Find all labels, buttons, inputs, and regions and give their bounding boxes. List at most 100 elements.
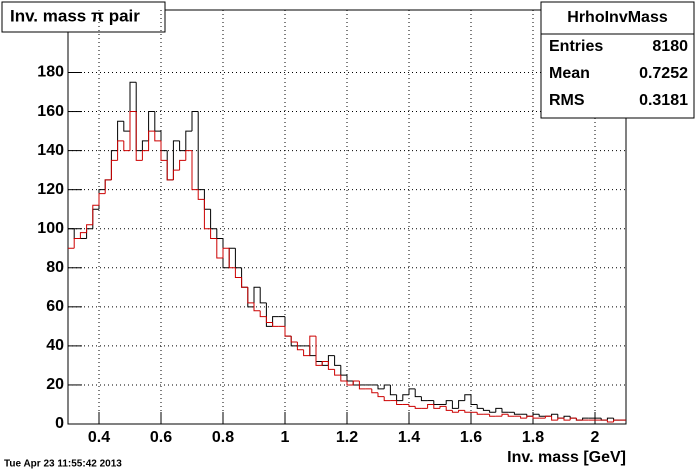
histogram-bin <box>303 349 310 357</box>
histogram-bin <box>445 400 453 405</box>
histogram-bin <box>110 159 118 180</box>
histogram-bin <box>334 369 341 376</box>
histogram-bin <box>513 412 521 415</box>
histogram-bin <box>172 169 180 180</box>
histogram-bin <box>433 404 440 409</box>
histogram-bin <box>284 326 292 337</box>
histogram-bin <box>160 140 168 161</box>
histogram-bin <box>222 247 230 259</box>
x-tick-label: 1 <box>281 429 290 446</box>
histogram-bin <box>203 199 211 230</box>
stats-label: Entries <box>549 38 603 55</box>
histogram-bin <box>482 408 490 411</box>
histogram-bin <box>179 140 186 152</box>
histogram-bin <box>414 388 422 398</box>
histogram-bin <box>141 150 149 161</box>
histogram-bin <box>141 140 149 151</box>
y-tick-label: 40 <box>46 337 64 354</box>
histogram-bin <box>439 405 447 409</box>
histogram-bin <box>253 302 261 312</box>
histogram-bin <box>464 394 471 401</box>
histogram-bin <box>135 111 143 161</box>
histogram-bin <box>538 414 546 417</box>
histogram-bin <box>458 409 465 413</box>
y-tick-label: 60 <box>46 298 64 315</box>
histogram-bin <box>507 414 515 417</box>
histogram-bin <box>569 417 577 421</box>
histogram-bin <box>234 267 242 279</box>
histogram-bin <box>191 111 199 132</box>
x-tick-label: 0.4 <box>88 429 110 446</box>
x-tick-label: 1.6 <box>460 429 482 446</box>
histogram-bin <box>73 237 81 249</box>
histogram-bin <box>340 375 347 382</box>
histogram-bin <box>241 277 248 288</box>
stats-box <box>540 1 695 119</box>
histogram-bin <box>197 189 205 200</box>
x-tick-label: 0.8 <box>212 429 234 446</box>
y-tick-label: 20 <box>46 376 64 393</box>
histogram-bin <box>191 150 199 191</box>
histogram-bin <box>606 420 614 423</box>
histogram-bin <box>104 179 112 194</box>
histogram-bin <box>476 404 484 409</box>
histogram-bin <box>185 150 192 161</box>
y-tick-label: 120 <box>37 181 64 198</box>
histogram-bin <box>334 355 341 366</box>
histogram-bin <box>346 381 354 386</box>
histogram-bin <box>123 121 130 132</box>
histogram-bin <box>259 310 267 318</box>
histogram-bin <box>451 400 459 409</box>
histogram-bin <box>321 361 329 366</box>
y-tick-label: 100 <box>37 220 64 237</box>
histogram-bin <box>265 316 273 323</box>
title-box <box>1 1 166 33</box>
histogram-bin <box>272 322 279 327</box>
chart-title: Inv. mass π pair <box>10 6 140 25</box>
histogram-bin <box>408 404 416 407</box>
histogram-bin <box>123 140 130 152</box>
histogram-bin <box>402 394 409 401</box>
x-axis-label: Inv. mass [GeV] <box>507 449 626 466</box>
x-tick-label: 1.8 <box>522 429 544 446</box>
histogram-bin <box>613 419 620 423</box>
histogram-bin <box>464 410 471 413</box>
histogram-bin <box>445 406 453 411</box>
stats-label: Mean <box>549 65 590 82</box>
histogram-bin <box>582 417 589 421</box>
histogram-bin <box>296 341 304 351</box>
stats-value: 0.3181 <box>639 92 688 109</box>
histogram-bin <box>265 302 273 327</box>
histogram-bin <box>228 248 236 269</box>
histogram-bin <box>172 140 180 180</box>
histogram-bin <box>377 392 385 398</box>
histogram-bin <box>253 286 261 307</box>
histogram-bin <box>352 380 360 385</box>
histogram-bin <box>520 416 527 419</box>
histogram-bin <box>148 130 155 151</box>
histogram-bin <box>79 232 87 239</box>
histogram-bin <box>210 228 217 239</box>
histogram-bin <box>154 131 161 142</box>
histogram-bin <box>532 416 540 419</box>
histogram-bin <box>371 388 378 394</box>
histogram-bin <box>489 410 496 413</box>
y-tick-label: 80 <box>46 259 64 276</box>
stats-value: 0.7252 <box>639 65 688 82</box>
histogram-bin <box>408 388 416 395</box>
histogram-bin <box>551 413 558 417</box>
histogram-bin <box>551 416 558 421</box>
histogram-bin <box>451 410 459 413</box>
stats-name: HrhoInvMass <box>567 9 668 26</box>
histogram-bin <box>427 403 434 409</box>
histogram-bin <box>117 140 124 161</box>
x-tick-label: 1.4 <box>398 429 420 446</box>
histogram-bin <box>557 417 564 421</box>
stats-value: 8180 <box>652 38 688 55</box>
histogram-bin <box>98 193 106 206</box>
histogram-bin <box>420 396 428 402</box>
histogram-bin <box>396 400 403 405</box>
histogram-bin <box>414 406 422 409</box>
